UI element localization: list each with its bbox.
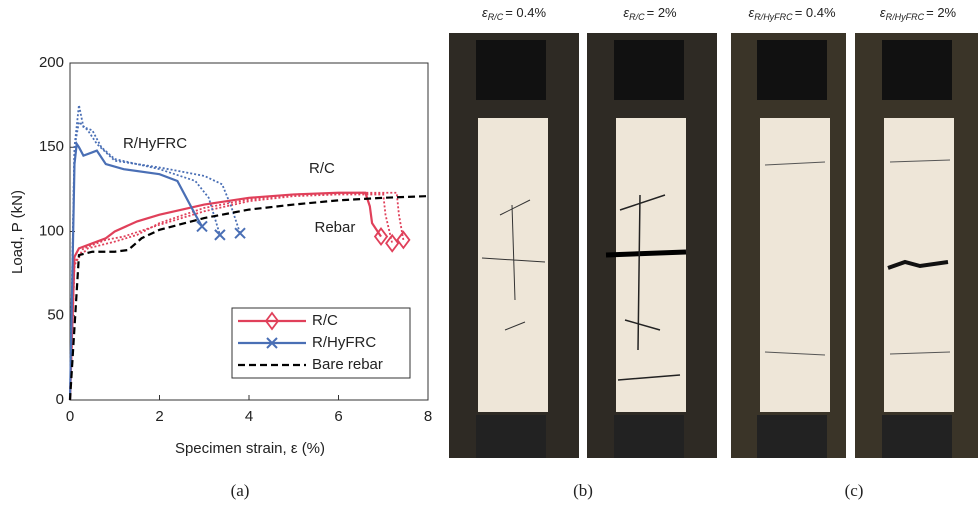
x-axis-label: Specimen strain, ε (%) bbox=[175, 440, 325, 457]
x-tick-label: 2 bbox=[155, 408, 163, 425]
photo-label: εR/HyFRC= 0.4% bbox=[748, 5, 835, 22]
photo-label: εR/C= 2% bbox=[623, 5, 677, 22]
marker bbox=[215, 230, 225, 240]
marker bbox=[386, 235, 398, 251]
photo-label: εR/HyFRC= 2% bbox=[880, 5, 957, 22]
photo-label-subscript: R/HyFRC bbox=[886, 12, 925, 22]
figure: Specimen strain, ε (%) Load, P (kN) 0 2 4 6… bbox=[0, 0, 978, 506]
y-tick-label: 200 bbox=[39, 54, 64, 71]
annotation: Rebar bbox=[314, 219, 355, 236]
photo-label-text: = 2% bbox=[926, 5, 956, 20]
marker bbox=[235, 228, 245, 238]
annotation: R/C bbox=[309, 160, 335, 177]
marker bbox=[197, 221, 207, 231]
panel-caption: (c) bbox=[845, 481, 864, 500]
x-tick-label: 6 bbox=[334, 408, 342, 425]
photo-label: εR/C= 0.4% bbox=[482, 5, 546, 22]
series-line bbox=[70, 144, 202, 400]
marker bbox=[397, 232, 409, 248]
annotation: R/HyFRC bbox=[123, 135, 187, 152]
y-tick-label: 50 bbox=[47, 307, 64, 324]
panel-caption: (a) bbox=[231, 481, 250, 500]
x-tick-label: 0 bbox=[66, 408, 74, 425]
legend-label: R/HyFRC bbox=[312, 334, 376, 351]
photo-label-text: = 0.4% bbox=[505, 5, 546, 20]
x-tick-label: 8 bbox=[424, 408, 432, 425]
y-tick-label: 0 bbox=[56, 391, 64, 408]
y-axis-label: Load, P (kN) bbox=[9, 190, 26, 274]
series-line bbox=[70, 122, 240, 400]
y-tick-label: 100 bbox=[39, 222, 64, 239]
photo-label-subscript: R/HyFRC bbox=[754, 12, 793, 22]
y-tick-label: 150 bbox=[39, 138, 64, 155]
panel-caption: (b) bbox=[573, 481, 593, 500]
legend-label: R/C bbox=[312, 312, 338, 329]
photo-label-text: = 2% bbox=[647, 5, 677, 20]
photo-c bbox=[731, 33, 978, 458]
photo-label-subscript: R/C bbox=[629, 12, 645, 22]
photo-label-text: = 0.4% bbox=[795, 5, 836, 20]
photo-b bbox=[449, 33, 717, 458]
photo-label-subscript: R/C bbox=[488, 12, 504, 22]
x-tick-label: 4 bbox=[245, 408, 253, 425]
legend-label: Bare rebar bbox=[312, 356, 383, 373]
